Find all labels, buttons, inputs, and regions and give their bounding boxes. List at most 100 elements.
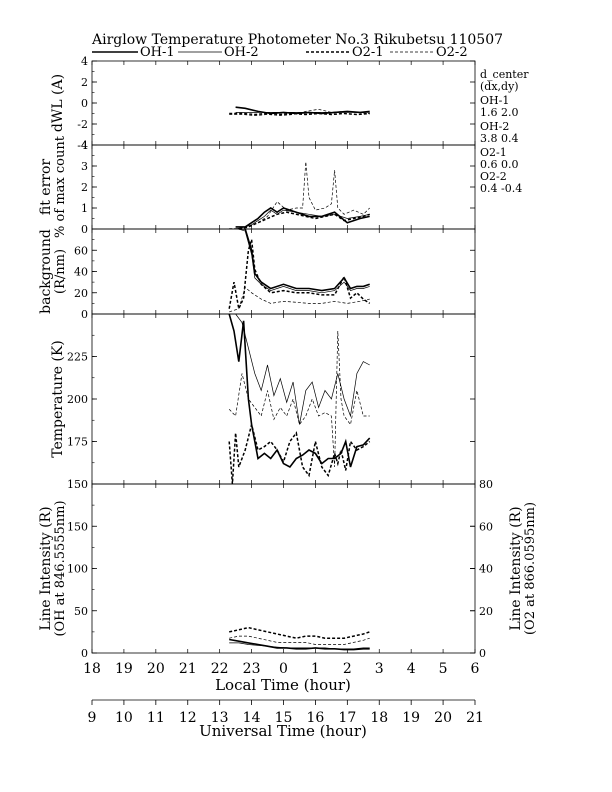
y-axis-label-fit_error: fit error	[38, 159, 54, 216]
ut-tick-label: 16	[307, 710, 325, 726]
side-note-o22-name: O2-2	[480, 170, 507, 183]
y-axis-label-intensity: Line Intensity (R)	[38, 506, 54, 630]
panel-dwl: -4 -2 0 2 4 dWL (A)	[50, 55, 476, 152]
local-time-tick-label: 3	[375, 661, 384, 677]
local-time-tick-label: 23	[243, 661, 261, 677]
side-note-o21-name: O2-1	[480, 146, 507, 159]
x-axes: 18 19 20 21 22 23 0 1 2 3 4 5 69 10 11 12 13 14 15 16 17 18 19…	[83, 661, 484, 726]
y-tick-label-fit_error: 2	[81, 181, 88, 194]
ut-tick-label: 15	[275, 710, 293, 726]
y2-tick-label-intensity: 80	[479, 478, 493, 491]
panels: -4 -2 0 2 4 dWL (A) 0 1 2 3 4 fit error% of max cou…	[38, 55, 538, 660]
series-line-background-o2-2	[229, 286, 370, 313]
y-tick-label-background: 0	[81, 308, 88, 321]
y-tick-label-fit_error: 4	[81, 139, 88, 152]
y-tick-label-dwl: 0	[81, 97, 88, 110]
series-line-temperature-o2-1	[228, 424, 371, 484]
side-notes: d_center (dx,dy) OH-1 1.6 2.0 OH-2 3.8 0…	[480, 68, 529, 195]
y-tick-label-background: 20	[74, 287, 88, 300]
ut-tick-label: 14	[243, 710, 261, 726]
y2-tick-label-intensity: 0	[479, 647, 486, 660]
legend-label-oh2: OH-2	[224, 45, 259, 60]
y-tick-label-intensity: 100	[67, 563, 88, 576]
series-line-background-o2-1	[228, 239, 371, 312]
series-line-background-oh-2	[238, 229, 370, 294]
panel-frame-temperature	[91, 313, 476, 485]
y-tick-label-temperature: 150	[67, 478, 88, 491]
panel-frame-intensity	[91, 483, 476, 654]
ut-tick-label: 19	[402, 710, 420, 726]
legend-label-o21: O2-1	[352, 45, 384, 60]
series-line-temperature-o2-2	[228, 330, 370, 468]
y2-axis-label2-intensity: (O2 at 866.0595nm)	[523, 502, 538, 635]
side-note-subtitle: (dx,dy)	[480, 80, 519, 93]
local-time-tick-label: 20	[147, 661, 165, 677]
series-line-intensity-oh-1	[229, 638, 370, 651]
legend-label-o22: O2-2	[436, 45, 468, 60]
y2-tick-label-intensity: 60	[479, 520, 493, 533]
series-line-background-oh-1	[238, 229, 370, 292]
y-tick-label-temperature: 225	[67, 351, 88, 364]
ut-tick-label: 21	[466, 710, 484, 726]
local-time-tick-label: 2	[343, 661, 352, 677]
series-line-fit_error-o2-1	[229, 211, 370, 229]
ut-tick-label: 11	[147, 710, 165, 726]
legend: OH-1 OH-2 O2-1 O2-2	[92, 45, 468, 60]
series-line-temperature-oh-1	[228, 314, 371, 469]
series-line-fit_error-oh-1	[235, 207, 370, 228]
y2-axis-label-intensity: Line Intensity (R)	[508, 506, 524, 630]
series-line-temperature-oh-2	[235, 314, 370, 425]
y-axis-label-background: background	[38, 229, 54, 314]
y-tick-label-intensity: 50	[74, 605, 88, 618]
local-time-tick-label: 22	[211, 661, 229, 677]
y-tick-label-fit_error: 3	[81, 160, 88, 173]
y-axis-label-dwl: dWL (A)	[50, 74, 66, 132]
y-tick-label-background: 40	[74, 266, 88, 279]
local-time-tick-label: 1	[311, 661, 320, 677]
local-time-tick-label: 19	[115, 661, 133, 677]
series-line-dwl-o2-2	[229, 108, 370, 116]
panel-fit_error: 0 1 2 3 4 fit error% of max count	[38, 135, 476, 238]
local-time-tick-label: 5	[439, 661, 448, 677]
ut-tick-label: 18	[370, 710, 388, 726]
local-time-tick-label: 21	[179, 661, 197, 677]
series-line-dwl-o2-1	[229, 112, 370, 116]
y-tick-label-temperature: 200	[67, 393, 88, 406]
series-line-intensity-o2-2	[229, 635, 370, 645]
local-time-tick-label: 6	[471, 661, 480, 677]
series-line-intensity-oh-2	[229, 642, 370, 650]
universal-time-label: Universal Time (hour)	[199, 722, 367, 740]
local-time-tick-label: 18	[83, 661, 101, 677]
y-tick-label-fit_error: 0	[81, 223, 88, 236]
local-time-label: Local Time (hour)	[215, 676, 351, 694]
local-time-tick-label: 4	[407, 661, 416, 677]
panel-frame-dwl	[91, 60, 476, 146]
chart-title: Airglow Temperature Photometer No.3 Riku…	[91, 32, 503, 48]
y-tick-label-fit_error: 1	[81, 202, 88, 215]
y-tick-label-dwl: 2	[81, 76, 88, 89]
side-note-oh2-name: OH-2	[480, 120, 509, 133]
y2-tick-label-intensity: 20	[479, 605, 493, 618]
side-note-o22-value: 0.4 -0.4	[480, 182, 522, 195]
ut-tick-label: 17	[338, 710, 356, 726]
side-note-title: d_center	[480, 68, 529, 81]
y2-tick-label-intensity: 40	[479, 563, 493, 576]
panel-background: 0 20 40 60 background (R/nm)	[38, 228, 476, 321]
side-note-oh2-value: 3.8 0.4	[480, 132, 518, 145]
ut-tick-label: 13	[211, 710, 229, 726]
y-tick-label-dwl: 4	[81, 55, 88, 68]
ut-tick-label: 12	[179, 710, 197, 726]
panel-frame-fit_error	[91, 144, 476, 230]
y-tick-label-intensity: 0	[81, 647, 88, 660]
ut-tick-label: 9	[88, 710, 97, 726]
series-line-fit_error-oh-2	[235, 209, 370, 229]
y-tick-label-dwl: -2	[77, 118, 88, 131]
y-axis-label2-background: (R/nm)	[53, 249, 68, 294]
local-time-tick-label: 0	[279, 661, 288, 677]
side-note-oh1-value: 1.6 2.0	[480, 106, 518, 119]
y-axis-label-temperature: Temperature (K)	[50, 340, 66, 458]
y-tick-label-background: 60	[74, 244, 88, 257]
